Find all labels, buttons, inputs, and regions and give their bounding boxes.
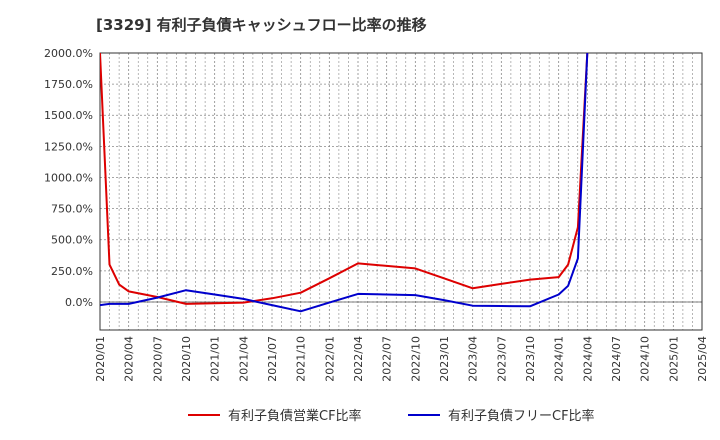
y-tick-label: 1500.0%: [44, 109, 93, 122]
x-tick-label: 2024/04: [581, 336, 594, 382]
x-tick-label: 2020/07: [151, 336, 164, 382]
series-layer: [100, 53, 589, 313]
series-line: [100, 53, 589, 305]
legend-label: 有利子負債フリーCF比率: [448, 408, 595, 424]
x-tick-label: 2023/10: [524, 336, 537, 382]
legend-label: 有利子負債営業CF比率: [228, 408, 362, 424]
x-tick-label: 2023/01: [438, 336, 451, 382]
y-tick-label: 2000.0%: [44, 47, 93, 60]
x-tick-label: 2025/01: [667, 336, 680, 382]
x-tick-label: 2023/04: [467, 336, 480, 382]
y-axis-ticks: 2000.0% 1750.0% 1500.0% 1250.0% 1000.0% 750.0…: [44, 47, 93, 309]
x-tick-label: 2021/01: [209, 336, 222, 382]
x-tick-label: 2023/07: [495, 336, 508, 382]
x-tick-label: 2022/10: [409, 336, 422, 382]
x-tick-label: 2024/10: [639, 336, 652, 382]
x-tick-label: 2020/04: [123, 336, 136, 382]
series-line: [100, 53, 589, 313]
y-tick-label: 0.0%: [65, 296, 93, 309]
x-tick-label: 2024/01: [553, 336, 566, 382]
x-tick-label: 2025/04: [696, 336, 709, 382]
x-tick-label: 2022/04: [352, 336, 365, 382]
chart-title: [3329] 有利子負債キャッシュフロー比率の推移: [96, 16, 427, 34]
x-tick-label: 2021/04: [237, 336, 250, 382]
x-axis-ticks: 2020/01 2020/04 2020/07 2020/10 2021/01 2021/…: [94, 336, 709, 382]
plot-area-frame: [99, 52, 703, 331]
y-tick-label: 250.0%: [51, 265, 93, 278]
x-tick-label: 2020/10: [180, 336, 193, 382]
legend: 有利子負債営業CF比率 有利子負債フリーCF比率: [188, 408, 595, 424]
x-tick-label: 2024/07: [610, 336, 623, 382]
y-tick-label: 500.0%: [51, 234, 93, 247]
y-tick-label: 750.0%: [51, 203, 93, 216]
y-tick-label: 1750.0%: [44, 78, 93, 91]
y-tick-label: 1000.0%: [44, 171, 93, 184]
x-tick-label: 2021/10: [295, 336, 308, 382]
x-tick-label: 2020/01: [94, 336, 107, 382]
grid-layer: [100, 52, 702, 330]
x-tick-label: 2021/07: [266, 336, 279, 382]
y-tick-label: 1250.0%: [44, 140, 93, 153]
x-tick-label: 2022/07: [381, 336, 394, 382]
x-tick-label: 2022/01: [323, 336, 336, 382]
